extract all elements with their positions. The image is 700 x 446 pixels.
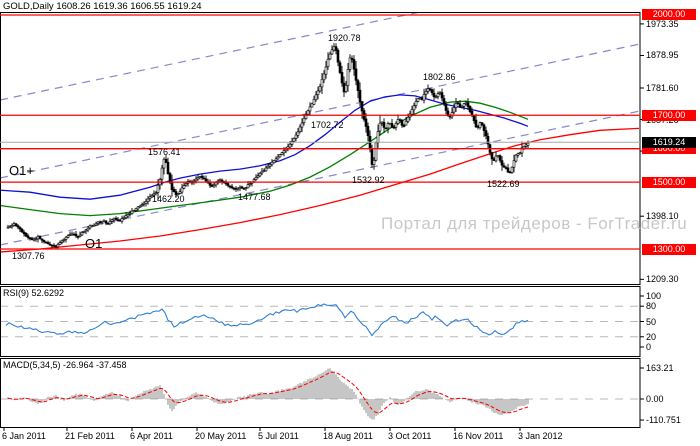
rsi-axis-label: 80: [646, 301, 657, 312]
date-label: 16 Nov 2011: [453, 431, 504, 441]
chart-title: GOLD,Daily 1608.26 1619.36 1606.55 1619.…: [3, 1, 202, 12]
trendline-label: O1: [85, 236, 103, 251]
rsi-axis-label: 0: [646, 342, 652, 352]
macd-indicator-label: MACD(5,34,5) -26.964 -37.458: [3, 360, 127, 370]
price-axis-label: 1209.30: [646, 274, 679, 285]
date-label: 21 Feb 2011: [65, 431, 115, 441]
swing-price-annotation: 1307.76: [12, 251, 45, 261]
date-label: 6 Jan 2011: [2, 431, 46, 441]
swing-price-annotation: 1702.72: [311, 120, 344, 130]
date-label: 3 Jan 2012: [518, 431, 563, 441]
rsi-axis-label: 100: [646, 291, 662, 301]
swing-price-annotation: 1462.20: [152, 194, 185, 204]
macd-axis-label: 0.00: [646, 394, 664, 404]
date-label: 20 May 2011: [195, 431, 247, 441]
trendline-label: O1+: [9, 163, 34, 178]
swing-price-annotation: 1576.41: [148, 147, 181, 157]
price-axis-label: 1878.95: [646, 50, 679, 61]
date-label: 5 Jul 2011: [258, 431, 299, 441]
price-level-label: 1600.00: [642, 143, 696, 155]
price-level-label: 2000.00: [642, 9, 696, 21]
rsi-indicator-label: RSI(9) 52.6292: [3, 288, 65, 298]
date-label: 18 Aug 2011: [323, 431, 373, 441]
macd-axis-label: -110.751: [646, 415, 681, 426]
swing-price-annotation: 1920.78: [328, 33, 361, 43]
current-price-label: 1619.24: [642, 136, 696, 148]
swing-price-annotation: 1532.92: [352, 175, 385, 185]
price-axis-label: 1973.35: [646, 18, 679, 29]
date-label: 6 Apr 2011: [130, 431, 173, 441]
swing-price-annotation: 1522.69: [487, 179, 520, 189]
macd-axis-label: 163.21: [646, 362, 674, 373]
price-level-label: 1300.00: [642, 243, 696, 255]
watermark-text: Портал для трейдеров - ForTrader.ru: [381, 214, 688, 233]
price-level-label: 1500.00: [642, 176, 696, 188]
price-level-label: 1700.00: [642, 109, 696, 121]
rsi-axis-label: 50: [646, 316, 657, 327]
price-axis-label: 1398.10: [646, 211, 679, 222]
price-axis-label: 1781.60: [646, 83, 679, 93]
swing-price-annotation: 1477.68: [238, 192, 271, 202]
rsi-axis-label: 20: [646, 331, 657, 342]
swing-price-annotation: 1802.86: [423, 72, 456, 82]
date-label: 3 Oct 2011: [388, 431, 432, 441]
